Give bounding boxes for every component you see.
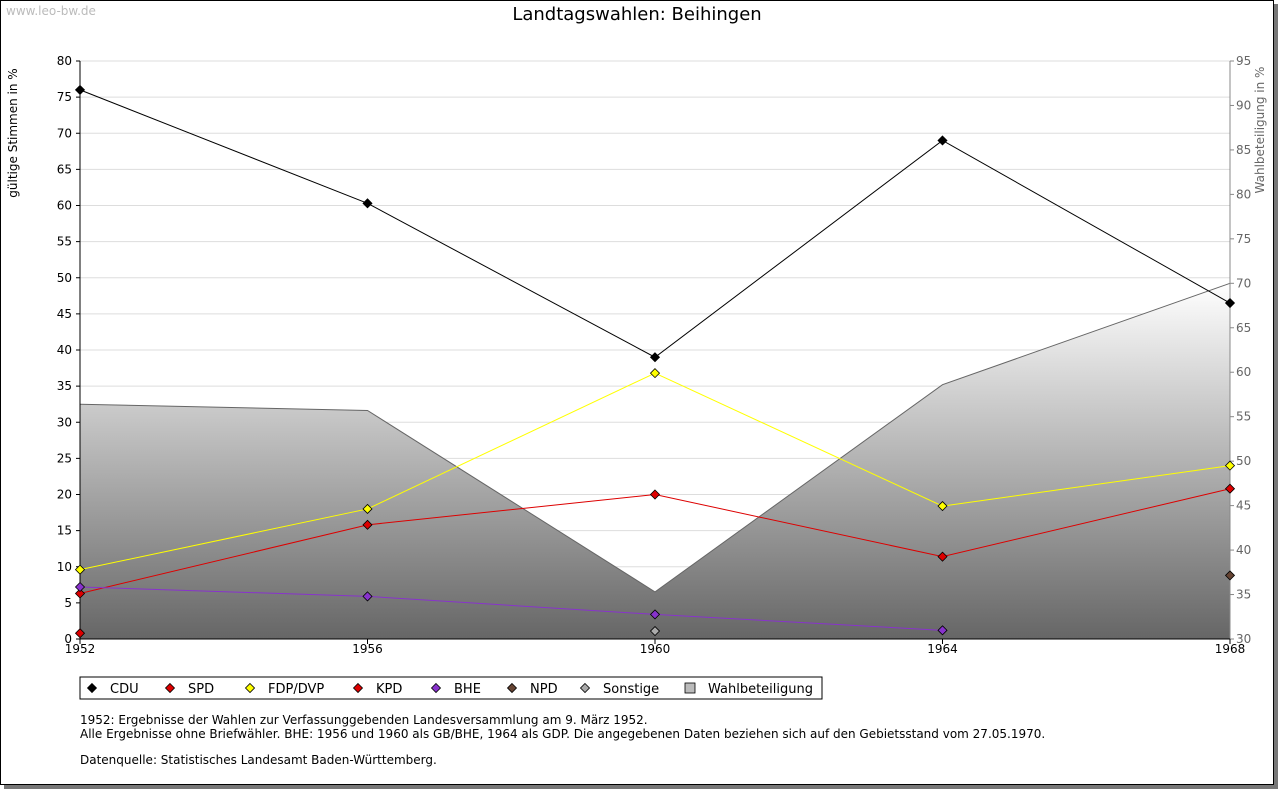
data-point-KPD	[74, 628, 86, 639]
legend-label: Wahlbeteiligung	[708, 682, 813, 697]
data-point-FDP/DVP	[362, 503, 373, 515]
y-tick-label: 55	[57, 235, 72, 249]
y-axis-label: gültige Stimmen in %	[6, 68, 20, 197]
y2-tick-label: 65	[1236, 321, 1251, 335]
y2-tick-label: 95	[1236, 54, 1251, 68]
y2-tick-label: 85	[1236, 143, 1251, 157]
data-point-CDU	[649, 352, 661, 363]
data-point-SPD	[1224, 483, 1236, 494]
legend-swatch	[164, 682, 176, 694]
x-tick-label: 1968	[1215, 642, 1246, 656]
notes: 1952: Ergebnisse der Wahlen zur Verfassu…	[80, 713, 1045, 767]
data-point-SPD	[74, 588, 86, 599]
data-point-SPD	[362, 519, 373, 530]
y2-tick-label: 35	[1236, 588, 1251, 602]
y-tick-label: 5	[64, 596, 72, 610]
legend-swatch	[430, 682, 442, 694]
data-point-CDU	[937, 135, 948, 146]
watermark: www.leo-bw.de	[6, 4, 96, 18]
data-point-SPD	[937, 551, 948, 562]
turnout-area-line	[79, 282, 1231, 593]
y2-tick-label: 75	[1236, 232, 1251, 246]
y-tick-label: 35	[57, 379, 72, 393]
x-tick-label: 1952	[65, 642, 96, 656]
legend-swatch	[244, 682, 256, 694]
data-point-CDU	[74, 84, 86, 95]
note-1: 1952: Ergebnisse der Wahlen zur Verfassu…	[80, 713, 648, 727]
legend-swatch	[506, 682, 518, 694]
y2-tick-label: 60	[1236, 365, 1251, 379]
data-point-BHE	[937, 625, 948, 636]
data-point-CDU	[1224, 297, 1236, 309]
y2-tick-label: 50	[1236, 454, 1251, 468]
data-point-CDU	[362, 198, 373, 209]
y-tick-label: 45	[57, 307, 72, 321]
y-tick-label: 20	[57, 488, 72, 502]
source-note: Datenquelle: Statistisches Landesamt Bad…	[80, 753, 437, 767]
legend-label: SPD	[188, 682, 214, 697]
data-point-FDP/DVP	[937, 500, 948, 512]
series-line-CDU	[79, 89, 1231, 358]
data-point-NPD	[1224, 570, 1236, 581]
y-tick-label: 10	[57, 560, 72, 574]
y-tick-label: 80	[57, 54, 72, 68]
legend-swatch	[86, 682, 98, 694]
data-point-Sonstige	[649, 625, 661, 637]
turnout-area	[79, 282, 1231, 639]
y-tick-label: 25	[57, 451, 72, 465]
y-tick-label: 15	[57, 524, 72, 538]
x-tick-label: 1964	[927, 642, 958, 656]
legend-label: CDU	[110, 682, 139, 697]
legend: CDU SPD FDP/DVP KPD BHE NPD Sonstige Wahlbeteil…	[79, 676, 823, 700]
legend-box	[79, 676, 823, 700]
chart-svg: 0 5 10 15 20 25 30 35 40 45 50 55 60 65 70 75 80 30 35 40 45…	[6, 54, 1267, 700]
legend-label: FDP/DVP	[268, 682, 324, 697]
y-tick-label: 70	[57, 126, 72, 140]
data-point-BHE	[362, 591, 373, 602]
y2-tick-label: 55	[1236, 410, 1251, 424]
y2-tick-label: 80	[1236, 187, 1251, 201]
series-markers	[74, 84, 1236, 639]
legend-label: Sonstige	[603, 682, 659, 697]
y-tick-label: 50	[57, 271, 72, 285]
legend-swatch	[579, 682, 591, 694]
legend-swatch	[684, 682, 696, 694]
y-tick-label: 40	[57, 343, 72, 357]
y-tick-label: 60	[57, 199, 72, 213]
data-point-FDP/DVP	[649, 368, 661, 379]
data-point-FDP/DVP	[74, 564, 86, 575]
legend-label: NPD	[530, 682, 558, 697]
data-point-BHE	[74, 581, 86, 593]
data-point-FDP/DVP	[1224, 460, 1236, 471]
y2-tick-label: 40	[1236, 543, 1251, 557]
series-line-BHE	[79, 586, 943, 631]
legend-label: BHE	[454, 682, 481, 697]
legend-swatch	[352, 682, 364, 694]
x-tick-label: 1956	[352, 642, 383, 656]
y-tick-label: 0	[64, 632, 72, 646]
y2-axis-label: Wahlbeteiligung in %	[1253, 67, 1267, 194]
legend-label: KPD	[376, 682, 402, 697]
axes: 0 5 10 15 20 25 30 35 40 45 50 55 60 65 70 75 80 30 35 40 45…	[6, 54, 1267, 656]
y2-tick-label: 90	[1236, 98, 1251, 112]
data-point-SPD	[649, 489, 661, 500]
y-tick-label: 30	[57, 415, 72, 429]
data-point-BHE	[649, 609, 661, 620]
y2-tick-label: 45	[1236, 499, 1251, 513]
y-tick-label: 65	[57, 162, 72, 176]
chart-title: Landtagswahlen: Beihingen	[512, 4, 762, 25]
y2-tick-label: 30	[1236, 632, 1251, 646]
y-tick-label: 75	[57, 90, 72, 104]
note-2: Alle Ergebnisse ohne Briefwähler. BHE: 1…	[80, 727, 1046, 741]
x-tick-label: 1960	[640, 642, 671, 656]
y2-tick-label: 70	[1236, 276, 1251, 290]
turnout-area-fill	[80, 283, 1230, 639]
